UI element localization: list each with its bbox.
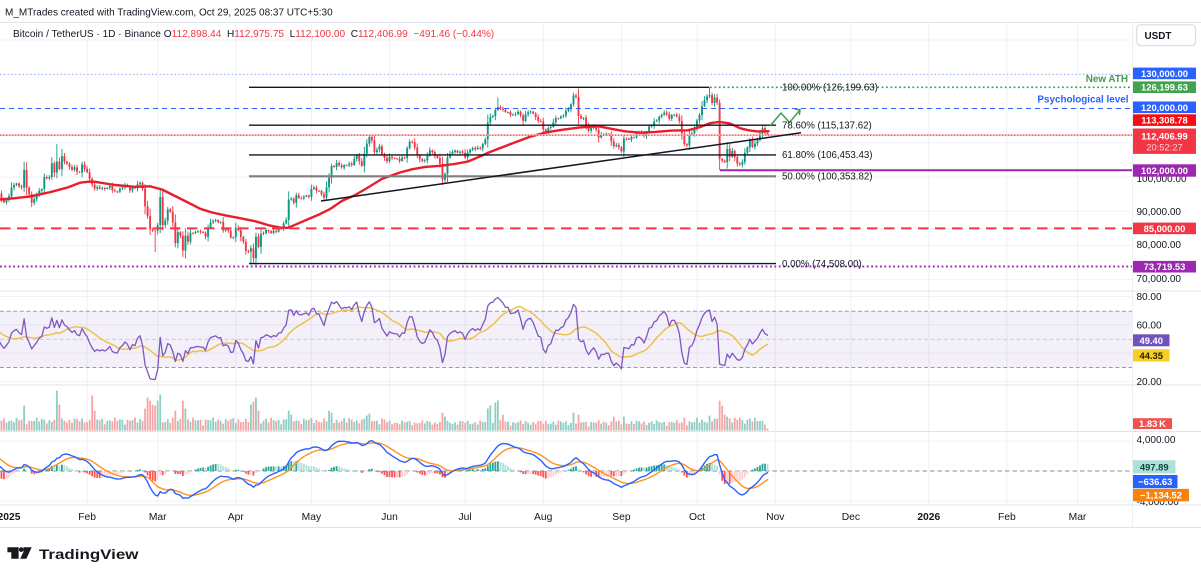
svg-text:126,199.63: 126,199.63 <box>1141 82 1188 93</box>
svg-text:100.00% (126,199.63): 100.00% (126,199.63) <box>782 83 878 94</box>
svg-text:Apr: Apr <box>228 512 245 523</box>
svg-text:120,000.00: 120,000.00 <box>1141 102 1188 113</box>
svg-text:60.00: 60.00 <box>1137 320 1162 331</box>
svg-text:M_MTrades created with Trading: M_MTrades created with TradingView.com, … <box>5 8 333 19</box>
svg-text:85,000.00: 85,000.00 <box>1144 223 1186 234</box>
svg-text:4,000.00: 4,000.00 <box>1137 435 1176 446</box>
svg-text:1.83 K: 1.83 K <box>1139 418 1166 429</box>
svg-text:0.00% (74,508.00): 0.00% (74,508.00) <box>782 259 862 270</box>
svg-text:20.00: 20.00 <box>1137 377 1162 388</box>
svg-text:130,000.00: 130,000.00 <box>1141 68 1188 79</box>
svg-text:Mar: Mar <box>1069 512 1087 523</box>
svg-text:2026: 2026 <box>917 512 940 523</box>
svg-text:112,406.99: 112,406.99 <box>1141 130 1187 141</box>
svg-text:USDT: USDT <box>1145 31 1172 42</box>
svg-text:70,000.00: 70,000.00 <box>1137 274 1182 285</box>
svg-text:May: May <box>302 512 322 523</box>
svg-text:49.40: 49.40 <box>1140 335 1163 346</box>
svg-text:−636.63: −636.63 <box>1138 476 1172 487</box>
svg-text:Feb: Feb <box>998 512 1016 523</box>
svg-text:113,308.78: 113,308.78 <box>1141 115 1187 126</box>
svg-text:Sep: Sep <box>612 512 631 523</box>
svg-text:−1,134.52: −1,134.52 <box>1140 490 1182 501</box>
svg-text:78.60% (115,137.62): 78.60% (115,137.62) <box>782 121 872 132</box>
svg-text:Bitcoin / TetherUS · 1D · Bina: Bitcoin / TetherUS · 1D · Binance O112,8… <box>13 29 494 40</box>
svg-text:Mar: Mar <box>149 512 167 523</box>
svg-text:44.35: 44.35 <box>1140 350 1163 361</box>
svg-text:Nov: Nov <box>766 512 785 523</box>
svg-text:Feb: Feb <box>78 512 96 523</box>
svg-text:73,719.53: 73,719.53 <box>1144 261 1186 272</box>
svg-text:Psychological level: Psychological level <box>1037 94 1128 105</box>
svg-text:2025: 2025 <box>0 512 21 523</box>
svg-text:102,000.00: 102,000.00 <box>1141 165 1188 176</box>
svg-text:Oct: Oct <box>689 512 705 523</box>
svg-text:Jul: Jul <box>459 512 472 523</box>
svg-text:100,000.00: 100,000.00 <box>1137 174 1187 185</box>
svg-text:Aug: Aug <box>534 512 553 523</box>
svg-text:New ATH: New ATH <box>1086 74 1128 85</box>
svg-text:90,000.00: 90,000.00 <box>1137 207 1182 218</box>
svg-text:TradingView: TradingView <box>39 546 139 562</box>
svg-text:20:52:27: 20:52:27 <box>1146 142 1183 153</box>
svg-text:Dec: Dec <box>842 512 860 523</box>
svg-text:80.00: 80.00 <box>1137 292 1162 303</box>
svg-text:-4,000.00: -4,000.00 <box>1137 497 1180 508</box>
svg-text:80,000.00: 80,000.00 <box>1137 240 1182 251</box>
svg-text:50.00% (100,353.82): 50.00% (100,353.82) <box>782 172 873 183</box>
svg-text:Jun: Jun <box>381 512 398 523</box>
svg-text:61.80% (106,453.43): 61.80% (106,453.43) <box>782 150 873 161</box>
svg-text:497.89: 497.89 <box>1140 461 1169 472</box>
